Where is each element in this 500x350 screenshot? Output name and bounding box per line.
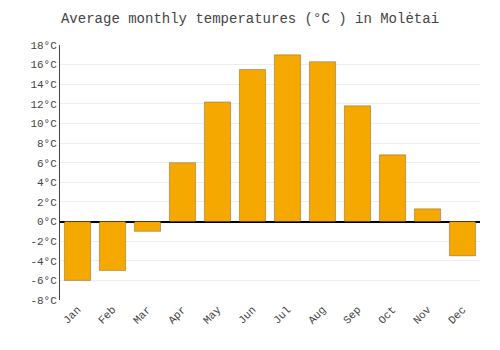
svg-text:Nov: Nov [411,304,434,327]
svg-text:-8°C: -8°C [30,295,57,307]
svg-text:2°C: 2°C [37,197,57,209]
svg-text:14°C: 14°C [30,79,57,91]
svg-text:-6°C: -6°C [30,275,57,287]
svg-text:10°C: 10°C [30,118,57,130]
svg-text:16°C: 16°C [30,59,57,71]
svg-text:8°C: 8°C [37,138,57,150]
svg-text:-4°C: -4°C [30,256,57,268]
svg-text:Aug: Aug [306,304,328,326]
svg-text:Average monthly temperatures (: Average monthly temperatures (°C ) in Mo… [61,11,439,27]
svg-text:Jan: Jan [61,304,83,326]
svg-text:18°C: 18°C [30,40,57,52]
svg-text:Feb: Feb [96,304,118,326]
svg-text:0°C: 0°C [37,216,57,228]
svg-text:Jul: Jul [271,304,293,326]
svg-text:Oct: Oct [376,304,398,326]
svg-text:Sep: Sep [341,304,363,326]
svg-text:Dec: Dec [446,304,468,326]
svg-text:6°C: 6°C [37,158,57,170]
svg-text:4°C: 4°C [37,177,57,189]
svg-text:Apr: Apr [166,304,188,326]
svg-text:Mar: Mar [131,304,153,326]
svg-text:12°C: 12°C [30,99,57,111]
svg-text:Jun: Jun [236,304,258,326]
svg-text:May: May [201,304,224,327]
svg-text:-2°C: -2°C [30,236,57,248]
